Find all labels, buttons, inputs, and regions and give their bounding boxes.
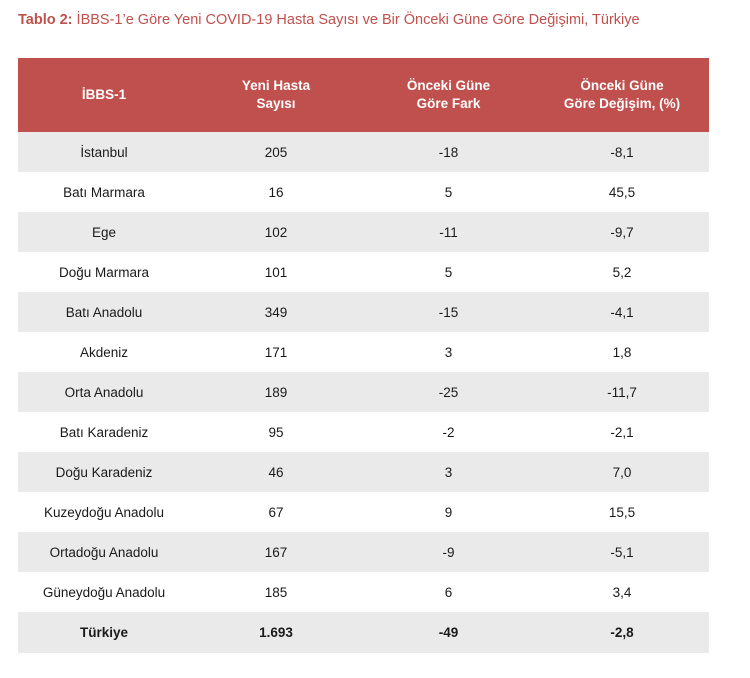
cell-change-pct-total: -2,8 — [535, 612, 709, 653]
caption-text: İBBS-1’e Göre Yeni COVID-19 Hasta Sayısı… — [72, 12, 640, 28]
table-row: Doğu Karadeniz 46 3 7,0 — [18, 452, 709, 492]
cell-change-pct: 15,5 — [535, 492, 709, 532]
cell-diff: -15 — [362, 292, 535, 332]
cell-region-total: Türkiye — [18, 612, 190, 653]
cell-diff: 3 — [362, 332, 535, 372]
cell-region: Orta Anadolu — [18, 372, 190, 412]
cell-region: Ege — [18, 212, 190, 252]
header-diff: Önceki Güne Göre Fark — [362, 58, 535, 132]
cell-region: Doğu Karadeniz — [18, 452, 190, 492]
cell-region: Doğu Marmara — [18, 252, 190, 292]
table-row: Güneydoğu Anadolu 185 6 3,4 — [18, 572, 709, 612]
cell-diff: -18 — [362, 132, 535, 172]
cell-new-cases: 185 — [190, 572, 362, 612]
cell-change-pct: 7,0 — [535, 452, 709, 492]
cell-change-pct: -5,1 — [535, 532, 709, 572]
cell-change-pct: 45,5 — [535, 172, 709, 212]
caption-label: Tablo 2: — [18, 12, 73, 28]
cell-new-cases: 95 — [190, 412, 362, 452]
cell-change-pct: -4,1 — [535, 292, 709, 332]
cell-new-cases: 171 — [190, 332, 362, 372]
cell-region: Batı Karadeniz — [18, 412, 190, 452]
covid-table: İBBS-1 Yeni Hasta Sayısı Önceki Güne Göre … — [18, 58, 709, 653]
table-row: Ege 102 -11 -9,7 — [18, 212, 709, 252]
cell-diff: -9 — [362, 532, 535, 572]
table-header: İBBS-1 Yeni Hasta Sayısı Önceki Güne Göre … — [18, 58, 709, 132]
cell-new-cases: 349 — [190, 292, 362, 332]
cell-diff: 6 — [362, 572, 535, 612]
cell-new-cases: 205 — [190, 132, 362, 172]
cell-region: Akdeniz — [18, 332, 190, 372]
cell-new-cases: 101 — [190, 252, 362, 292]
cell-diff: -11 — [362, 212, 535, 252]
table-row: Kuzeydoğu Anadolu 67 9 15,5 — [18, 492, 709, 532]
table-body: İstanbul 205 -18 -8,1 Batı Marmara 16 5 45,5 Ege… — [18, 132, 709, 653]
cell-diff: 5 — [362, 172, 535, 212]
table-row: Batı Marmara 16 5 45,5 — [18, 172, 709, 212]
cell-diff: -25 — [362, 372, 535, 412]
cell-diff-total: -49 — [362, 612, 535, 653]
table-row: Batı Anadolu 349 -15 -4,1 — [18, 292, 709, 332]
cell-change-pct: 1,8 — [535, 332, 709, 372]
cell-region: Ortadoğu Anadolu — [18, 532, 190, 572]
cell-new-cases: 167 — [190, 532, 362, 572]
cell-region: Güneydoğu Anadolu — [18, 572, 190, 612]
table-row: Doğu Marmara 101 5 5,2 — [18, 252, 709, 292]
cell-diff: 9 — [362, 492, 535, 532]
cell-new-cases: 16 — [190, 172, 362, 212]
cell-change-pct: 5,2 — [535, 252, 709, 292]
cell-new-cases: 46 — [190, 452, 362, 492]
cell-region: Batı Anadolu — [18, 292, 190, 332]
cell-change-pct: -9,7 — [535, 212, 709, 252]
header-new-cases: Yeni Hasta Sayısı — [190, 58, 362, 132]
table-row: Akdeniz 171 3 1,8 — [18, 332, 709, 372]
table-caption: Tablo 2: İBBS-1’e Göre Yeni COVID-19 Has… — [18, 12, 640, 28]
table-row: İstanbul 205 -18 -8,1 — [18, 132, 709, 172]
cell-region: Kuzeydoğu Anadolu — [18, 492, 190, 532]
cell-diff: 5 — [362, 252, 535, 292]
total-row: Türkiye 1.693 -49 -2,8 — [18, 612, 709, 653]
cell-diff: 3 — [362, 452, 535, 492]
cell-new-cases-total: 1.693 — [190, 612, 362, 653]
cell-new-cases: 67 — [190, 492, 362, 532]
cell-new-cases: 102 — [190, 212, 362, 252]
header-region: İBBS-1 — [18, 58, 190, 132]
cell-change-pct: -2,1 — [535, 412, 709, 452]
cell-new-cases: 189 — [190, 372, 362, 412]
header-row: İBBS-1 Yeni Hasta Sayısı Önceki Güne Göre … — [18, 58, 709, 132]
cell-region: İstanbul — [18, 132, 190, 172]
table-row: Orta Anadolu 189 -25 -11,7 — [18, 372, 709, 412]
cell-region: Batı Marmara — [18, 172, 190, 212]
cell-diff: -2 — [362, 412, 535, 452]
table-row: Batı Karadeniz 95 -2 -2,1 — [18, 412, 709, 452]
cell-change-pct: -8,1 — [535, 132, 709, 172]
cell-change-pct: -11,7 — [535, 372, 709, 412]
table-row: Ortadoğu Anadolu 167 -9 -5,1 — [18, 532, 709, 572]
cell-change-pct: 3,4 — [535, 572, 709, 612]
header-change-pct: Önceki Güne Göre Değişim, (%) — [535, 58, 709, 132]
